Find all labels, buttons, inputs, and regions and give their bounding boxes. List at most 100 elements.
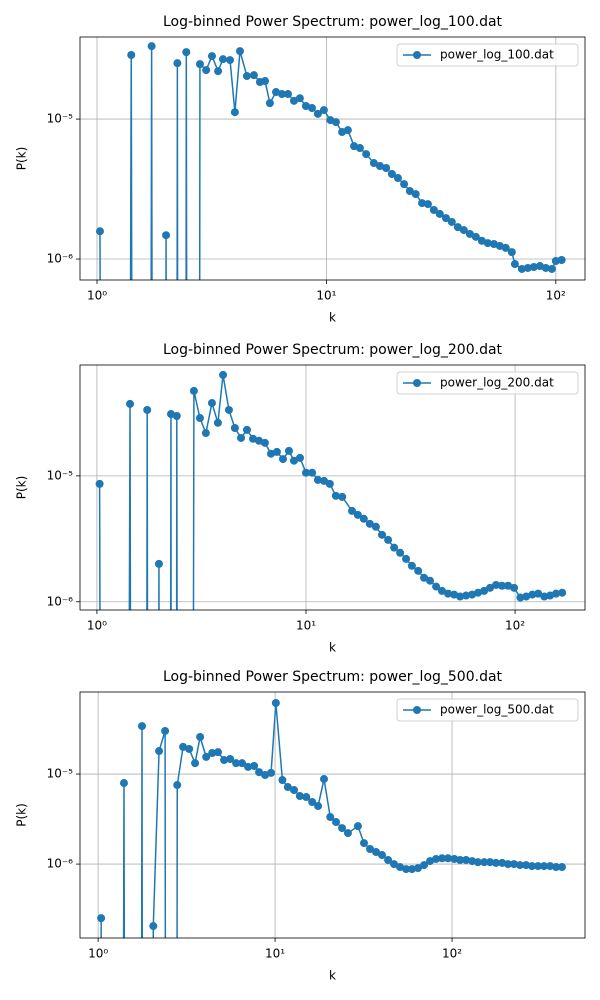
data-point	[226, 754, 235, 763]
data-point	[462, 855, 471, 864]
chart-title: Log-binned Power Spectrum: power_log_200…	[163, 342, 503, 358]
data-point	[230, 424, 239, 433]
data-point	[426, 576, 435, 585]
data-point	[510, 583, 519, 592]
data-point	[182, 48, 191, 57]
data-point	[278, 776, 287, 785]
x-axis-label: k	[329, 641, 336, 655]
data-point	[486, 583, 495, 592]
data-point	[162, 231, 171, 240]
chart-title: Log-binned Power Spectrum: power_log_500…	[163, 669, 503, 685]
data-point	[402, 554, 411, 563]
data-point	[224, 405, 233, 414]
data-point	[402, 865, 411, 874]
data-point	[405, 187, 414, 196]
data-point	[95, 479, 104, 488]
data-point	[362, 150, 371, 159]
data-point	[295, 453, 304, 462]
x-tick-label: 10⁰	[87, 619, 107, 633]
legend-marker	[413, 379, 421, 387]
data-point	[423, 200, 432, 209]
data-point	[435, 209, 444, 218]
data-point	[414, 566, 423, 575]
data-point	[202, 66, 211, 75]
data-point	[290, 786, 299, 795]
data-point	[301, 102, 310, 111]
data-point	[267, 768, 276, 777]
data-point	[396, 548, 405, 557]
data-point	[173, 781, 182, 790]
data-point	[284, 90, 293, 99]
data-point	[522, 592, 531, 601]
x-tick-label: 10²	[546, 289, 566, 303]
x-tick-label: 10⁰	[88, 947, 108, 961]
x-tick-label: 10¹	[316, 289, 336, 303]
data-point	[420, 861, 429, 870]
data-point	[214, 67, 223, 76]
legend-box	[396, 698, 579, 722]
data-point	[326, 813, 335, 822]
axes-frame	[79, 36, 586, 281]
data-point	[400, 180, 409, 189]
axes-frame	[79, 364, 586, 611]
data-point	[272, 447, 281, 456]
data-point	[450, 590, 459, 599]
data-point	[119, 779, 128, 788]
data-point	[407, 561, 416, 570]
data-point	[432, 854, 441, 863]
y-axis-label: P(k)	[15, 147, 29, 171]
data-point	[395, 863, 404, 872]
data-point	[147, 42, 156, 51]
data-point	[218, 55, 227, 64]
data-point	[510, 860, 519, 869]
data-point	[355, 144, 364, 153]
data-point	[219, 370, 228, 379]
y-tick-label: 10⁻⁵	[47, 767, 74, 781]
data-point	[95, 227, 104, 236]
x-tick-label: 10²	[505, 619, 525, 633]
data-point	[517, 264, 526, 273]
data-point	[149, 922, 158, 931]
data-point	[235, 47, 244, 56]
data-point	[289, 456, 298, 465]
data-point	[325, 479, 334, 488]
data-point	[319, 106, 328, 115]
data-point	[127, 51, 136, 60]
data-point	[320, 775, 329, 784]
data-point	[232, 759, 241, 768]
data-point	[343, 126, 352, 135]
data-point	[359, 839, 368, 848]
data-point	[271, 699, 280, 708]
data-point	[277, 90, 286, 99]
data-point	[172, 411, 181, 420]
data-point	[411, 190, 420, 199]
data-point	[503, 860, 512, 869]
data-point	[501, 243, 510, 252]
data-point	[378, 530, 387, 539]
legend-label: power_log_500.dat	[440, 703, 554, 717]
data-point	[365, 519, 374, 528]
data-point	[480, 586, 489, 595]
y-tick-label: 10⁻⁵	[47, 112, 74, 126]
data-point	[154, 559, 163, 568]
data-point	[250, 761, 259, 770]
data-point	[278, 455, 287, 464]
data-point	[213, 418, 222, 427]
data-point	[447, 217, 456, 226]
data-point	[540, 862, 549, 871]
data-point	[486, 858, 495, 867]
data-point	[541, 263, 550, 272]
data-point	[295, 94, 304, 103]
data-point	[378, 851, 387, 860]
data-point	[375, 162, 384, 171]
data-point	[249, 71, 258, 80]
data-point	[384, 535, 393, 544]
data-point	[191, 759, 200, 768]
data-point	[255, 768, 264, 777]
data-point	[432, 582, 441, 591]
data-point	[179, 742, 188, 751]
data-point	[418, 199, 427, 208]
data-point	[462, 591, 471, 600]
data-point	[444, 854, 453, 863]
